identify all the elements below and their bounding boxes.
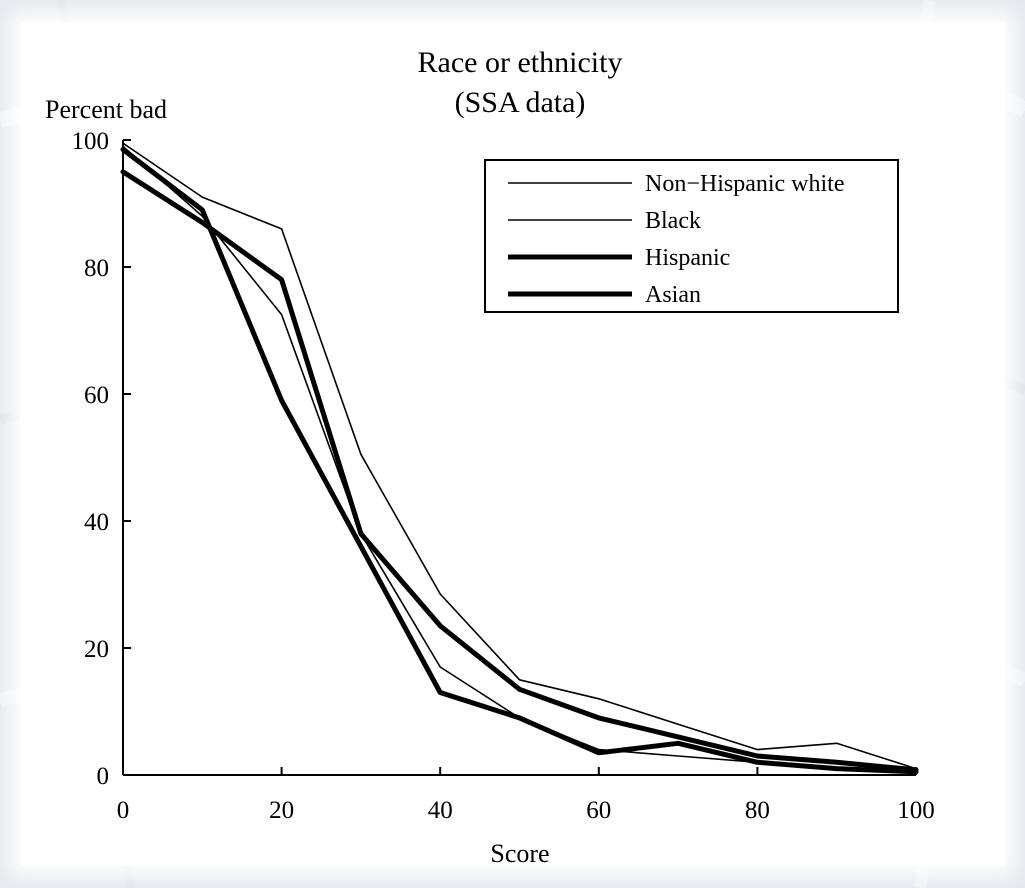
y-axis-label: Percent bad — [45, 95, 167, 124]
series-line-non-hispanic-white — [122, 142, 917, 770]
legend-label: Non−Hispanic white — [645, 171, 845, 197]
series-line-asian — [120, 147, 919, 775]
chart-title: Race or ethnicity — [418, 46, 623, 79]
x-axis-label: Score — [490, 839, 549, 868]
x-tick-label: 40 — [428, 797, 453, 824]
x-tick-label: 80 — [745, 797, 770, 824]
legend-box — [484, 159, 899, 313]
y-tick-label: 80 — [84, 255, 109, 282]
axes: 0 20 40 60 80 100 0 20 40 60 80 100 — [72, 128, 935, 824]
legend-label: Asian — [645, 282, 701, 308]
x-tick-label: 0 — [117, 797, 130, 824]
legend-label: Black — [645, 208, 701, 234]
y-tick-label: 20 — [84, 636, 109, 663]
legend-label: Hispanic — [645, 245, 730, 271]
y-tick-label: 100 — [72, 128, 110, 155]
y-tick-label: 40 — [84, 509, 109, 536]
series-lines — [120, 142, 919, 775]
y-tick-label: 0 — [97, 763, 110, 790]
chart-subtitle: (SSA data) — [455, 86, 586, 119]
x-tick-label: 100 — [897, 797, 935, 824]
legend: Non−Hispanic white Black Hispanic Asian — [484, 159, 899, 313]
series-line-hispanic — [120, 169, 919, 773]
x-tick-label: 20 — [269, 797, 294, 824]
x-tick-label: 60 — [586, 797, 611, 824]
y-tick-label: 60 — [84, 382, 109, 409]
